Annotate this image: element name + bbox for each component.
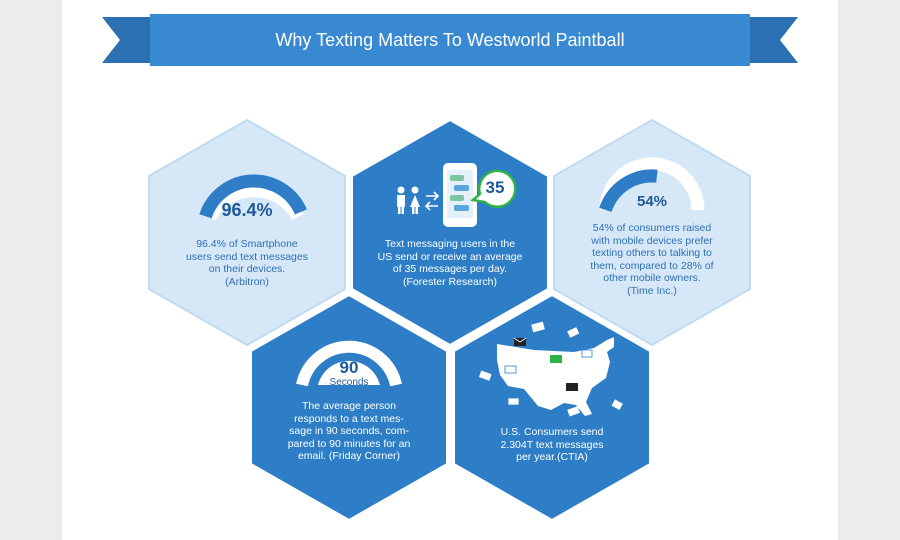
response-time-gauge: 90 Seconds <box>296 340 402 388</box>
usa-map <box>478 321 623 417</box>
envelope-icon <box>531 321 545 333</box>
hex-response-time <box>250 293 448 522</box>
caption-line: per year.(CTIA) <box>516 451 588 463</box>
envelope-icon <box>504 365 517 374</box>
smartphone-value: 96.4% <box>221 200 272 220</box>
caption-line: responds to a text mes- <box>294 412 404 425</box>
hex-messages-per-day <box>351 118 549 347</box>
hex-prefer-texting <box>553 118 751 347</box>
caption-line: users send text messages <box>186 250 308 263</box>
yearly-texts-caption: U.S. Consumers send 2.304T text messages… <box>477 426 627 464</box>
caption-line: 2.304T text messages <box>500 438 604 451</box>
banner-title: Why Texting Matters To Westworld Paintba… <box>275 30 624 50</box>
caption-line: other mobile owners. <box>603 272 701 284</box>
envelope-icon <box>550 355 562 363</box>
gauge-ring <box>296 340 402 387</box>
envelope-icon <box>611 399 623 410</box>
hex-smartphone <box>148 118 346 347</box>
envelope-icon <box>513 337 527 346</box>
gauge-fill <box>199 174 307 219</box>
envelope-icon <box>567 327 580 338</box>
envelope-icon <box>507 397 520 406</box>
speech-bubble-icon: 35 <box>470 169 517 209</box>
gauge-inner <box>318 360 380 385</box>
messaging-illustration: 35 <box>397 163 517 227</box>
swap-arrows-icon <box>424 191 440 211</box>
caption-line: pared to 90 minutes for an <box>287 437 411 450</box>
response-time-unit: Seconds <box>330 377 369 388</box>
caption-line: (Arbitron) <box>225 275 269 288</box>
caption-line: (Forester Research) <box>403 275 497 288</box>
caption-line: sage in 90 seconds, com- <box>289 425 409 437</box>
infographic-graphics: Why Texting Matters To Westworld Paintba… <box>102 14 798 522</box>
phone-icon <box>443 163 477 227</box>
caption-line: on their devices. <box>208 263 286 275</box>
smartphone-gauge: 96.4% <box>199 174 307 221</box>
prefer-texting-value: 54% <box>637 193 667 210</box>
prefer-texting-caption: 54% of consumers raised with mobile devi… <box>572 222 732 297</box>
messages-per-day-caption: Text messaging users in the US send or r… <box>365 238 535 288</box>
response-time-caption: The average person responds to a text me… <box>274 400 424 463</box>
response-time-value: 90 <box>340 358 359 377</box>
caption-line: of 35 messages per day. <box>392 263 508 275</box>
caption-line: Text messaging users in the <box>384 238 516 250</box>
gauge-fill <box>599 169 658 213</box>
caption-line: The average person <box>302 400 396 412</box>
envelope-icon <box>581 349 593 358</box>
banner-body <box>150 14 750 66</box>
caption-line: texting others to talking to <box>592 247 712 259</box>
caption-line: email. (Friday Corner) <box>297 450 401 462</box>
messages-per-day-value: 35 <box>486 178 505 197</box>
caption-line: them, compared to 28% of <box>590 259 714 272</box>
caption-line: US send or receive an average <box>377 250 523 263</box>
caption-line: 54% of consumers raised <box>592 222 712 234</box>
envelope-icon <box>478 370 492 381</box>
infographic-canvas: Why Texting Matters To Westworld Paintba… <box>62 0 838 540</box>
envelope-icon <box>566 383 578 391</box>
caption-line: 96.4% of Smartphone <box>196 238 298 250</box>
envelope-icon <box>567 406 581 417</box>
caption-line: (Time Inc.) <box>627 284 677 297</box>
prefer-texting-gauge: 54% <box>599 157 705 213</box>
caption-line: with mobile devices prefer <box>591 234 713 247</box>
smartphone-caption: 96.4% of Smartphone users send text mess… <box>177 238 317 288</box>
title-banner: Why Texting Matters To Westworld Paintba… <box>102 14 798 66</box>
caption-line: U.S. Consumers send <box>500 426 604 438</box>
person-icon <box>397 186 405 214</box>
person-icon <box>410 186 420 214</box>
gauge-track <box>204 184 304 221</box>
